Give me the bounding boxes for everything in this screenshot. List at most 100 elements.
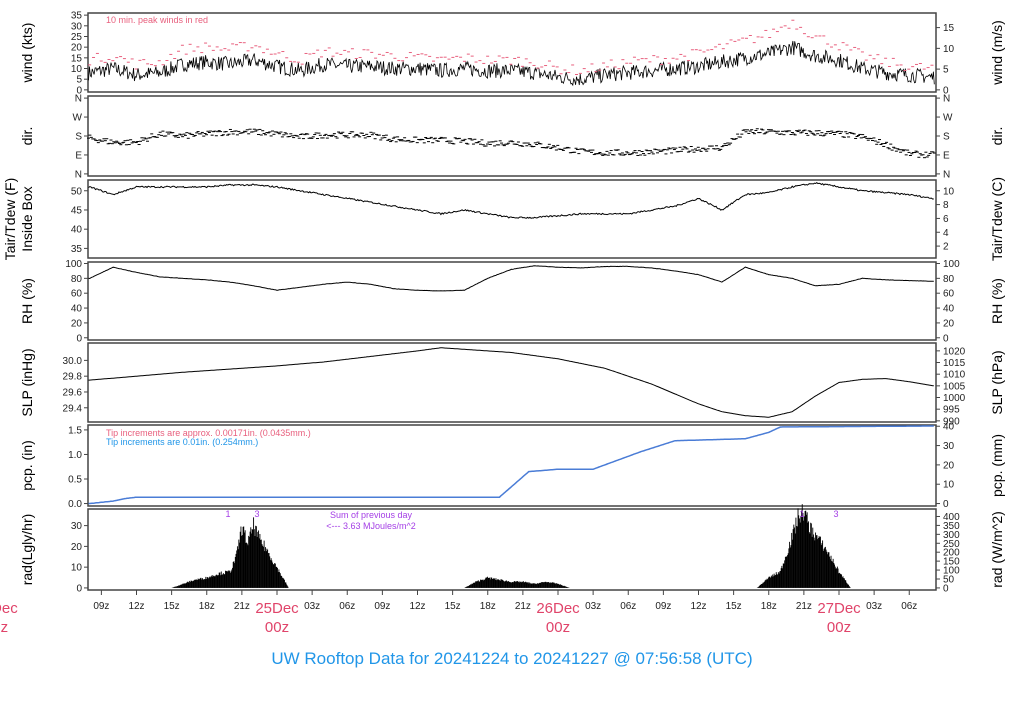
y-axis-label: wind (kts)	[19, 23, 35, 84]
y-tick-label: 25	[71, 32, 83, 43]
right-tick-label: 1000	[943, 393, 966, 404]
x-tick-label: 03z	[304, 601, 320, 612]
x-tick-label: 03z	[585, 601, 601, 612]
y-axis-label: Tair/Tdew (F)	[2, 178, 18, 260]
x-tick-label: 21z	[515, 601, 531, 612]
x-tick-label: 12z	[409, 601, 425, 612]
right-tick-label: 990	[943, 416, 960, 427]
x-tick-label: 09z	[93, 601, 109, 612]
y-tick-label: 1.0	[68, 450, 82, 461]
y-tick-label: 30	[71, 21, 83, 32]
y-tick-label: 10	[71, 64, 83, 75]
right-tick-label: 100	[943, 259, 960, 270]
right-axis-label: SLP (hPa)	[989, 350, 1005, 414]
right-tick-label: 0	[943, 333, 949, 344]
pcp-note-1: Tip increments are approx. 0.00171in. (0…	[106, 428, 311, 438]
y-tick-label: 35	[71, 11, 83, 22]
y-tick-label: 20	[71, 43, 83, 54]
panel-rh: 0 20 40 60 80 100 0 20 40 60 80 100 RH (%) RH (%)	[19, 259, 1005, 344]
x-tick-label: 06z	[339, 601, 355, 612]
right-tick-label: W	[943, 113, 953, 124]
y-tick-label: 30.0	[63, 356, 83, 367]
y-tick-label: 5	[76, 75, 82, 86]
chart-title: UW Rooftop Data for 20241224 to 20241227…	[271, 649, 753, 668]
x-tick-label: 09z	[655, 601, 671, 612]
right-tick-label: 1005	[943, 381, 966, 392]
right-tick-label: 995	[943, 405, 960, 416]
x-tick-label: 15z	[726, 601, 742, 612]
day-label: 24Dec	[0, 600, 18, 617]
y-tick-label: 29.6	[63, 387, 83, 398]
right-tick-label: 1015	[943, 358, 966, 369]
day-sub-label: 00z	[827, 619, 851, 636]
y-tick-label: 20	[71, 318, 83, 329]
y-tick-label: 35	[71, 244, 83, 255]
right-axis-label: wind (m/s)	[989, 20, 1005, 86]
y-tick-label: 1.5	[68, 425, 82, 436]
right-axis-label: dir.	[989, 127, 1005, 146]
y-tick-label: 0	[76, 583, 82, 594]
right-tick-label: 60	[943, 289, 955, 300]
right-tick-label: 40	[943, 422, 955, 433]
y-tick-label: 50	[71, 186, 83, 197]
right-tick-label: 6	[943, 214, 949, 225]
y-tick-label: 40	[71, 225, 83, 236]
right-tick-label: 200	[943, 548, 960, 559]
y-axis-label: SLP (inHg)	[19, 348, 35, 416]
rad-note-1: Sum of previous day	[330, 510, 413, 520]
right-tick-label: 8	[943, 200, 949, 211]
y-axis-label: rad(Lgly/hr)	[19, 514, 35, 586]
right-tick-label: N	[943, 169, 950, 180]
right-axis-label: pcp. (mm)	[989, 434, 1005, 497]
right-axis-label: RH (%)	[989, 278, 1005, 324]
right-tick-label: 80	[943, 274, 955, 285]
temp-series	[88, 181, 934, 219]
panel-rad: 0102030050100150200250300350400rad(Lgly/…	[19, 504, 1005, 594]
day-label: 26Dec	[536, 600, 580, 617]
right-tick-label: N	[943, 94, 950, 105]
x-tick-label: 21z	[234, 601, 250, 612]
right-tick-label: 100	[943, 566, 960, 577]
rad-mark-3: 3	[254, 509, 259, 519]
right-tick-label: 50	[943, 574, 955, 585]
wind-series	[88, 40, 935, 87]
day-sub-label: 00z	[546, 619, 570, 636]
x-tick-label: 06z	[901, 601, 917, 612]
y-tick-label: 29.4	[63, 403, 83, 414]
y-tick-label: 45	[71, 205, 83, 216]
day-label: 27Dec	[817, 600, 861, 617]
y-tick-label: W	[73, 113, 83, 124]
x-tick-label: 15z	[164, 601, 180, 612]
rad-note-2: <--- 3.63 MJoules/m^2	[326, 521, 416, 531]
panel-temp: 35 40 45 50 2 4 6 8 10 Tair/Tdew (F) Inside Box Tai…	[2, 177, 1005, 261]
right-axis-label: Tair/Tdew (C)	[989, 177, 1005, 261]
pcp-series	[88, 425, 934, 505]
right-tick-label: E	[943, 150, 950, 161]
right-tick-label: 20	[943, 318, 955, 329]
x-tick-label: 18z	[761, 601, 777, 612]
x-tick-label: 09z	[374, 601, 390, 612]
y-axis-label: RH (%)	[19, 278, 35, 324]
right-tick-label: 10	[943, 186, 955, 197]
y-tick-label: 29.8	[63, 372, 83, 383]
y-tick-label: 10	[71, 563, 83, 574]
right-tick-label: 300	[943, 530, 960, 541]
right-tick-label: 40	[943, 304, 955, 315]
slp-series	[88, 347, 934, 418]
pcp-note-2: Tip increments are 0.01in. (0.254mm.)	[106, 437, 258, 447]
right-tick-label: 1020	[943, 346, 966, 357]
y-tick-label: N	[75, 94, 82, 105]
slp-frame	[87, 342, 937, 423]
y-tick-label: 0	[76, 85, 82, 96]
x-tick-label: 18z	[199, 601, 215, 612]
right-tick-label: 30	[943, 441, 955, 452]
x-tick-label: 12z	[690, 601, 706, 612]
y-tick-label: 0.0	[68, 499, 82, 510]
y-tick-label: 100	[65, 259, 82, 270]
y-tick-label: 15	[71, 53, 83, 64]
rad-frame	[87, 508, 937, 591]
rh-series	[88, 265, 934, 292]
rad-mark-1: 1	[225, 509, 230, 519]
y-tick-label: 60	[71, 289, 83, 300]
